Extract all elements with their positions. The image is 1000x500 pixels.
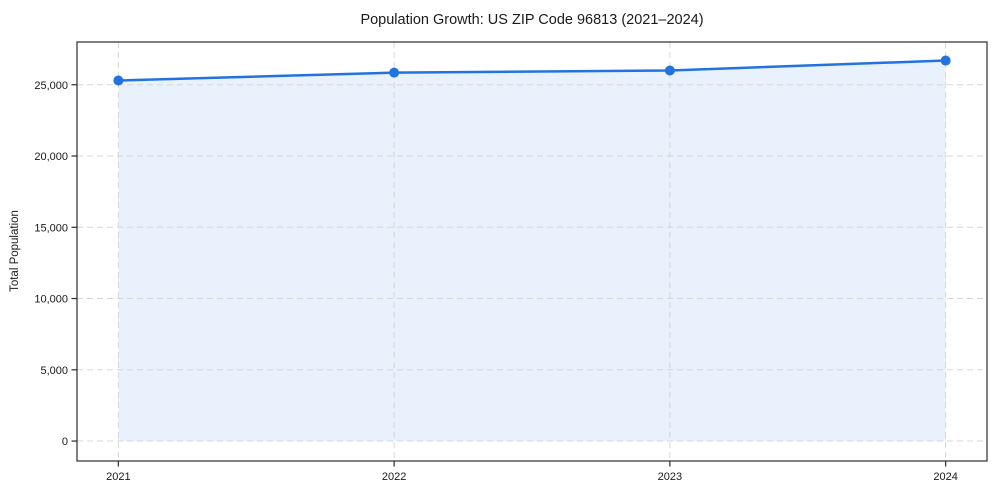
data-point-marker bbox=[113, 75, 124, 86]
axes-layer bbox=[71, 41, 988, 467]
tick-label-layer: 0 5,000 10,000 15,000 20,000 25,000 2021 2022 20… bbox=[34, 80, 958, 483]
chart-title: Population Growth: US ZIP Code 96813 (20… bbox=[360, 12, 703, 28]
y-tick-label: 15,000 bbox=[34, 222, 68, 234]
area-fill-layer bbox=[118, 60, 946, 442]
x-tick-label: 2022 bbox=[382, 471, 406, 483]
plot-border bbox=[76, 41, 988, 462]
y-tick-label: 5,000 bbox=[40, 365, 68, 377]
grid-layer bbox=[77, 42, 987, 461]
data-point-marker bbox=[389, 67, 400, 78]
data-point-marker bbox=[664, 65, 675, 76]
y-tick-label: 25,000 bbox=[34, 80, 68, 92]
data-point-marker bbox=[940, 55, 951, 66]
x-tick-label: 2023 bbox=[658, 471, 682, 483]
series-layer bbox=[113, 55, 951, 86]
y-tick-label: 0 bbox=[62, 436, 68, 448]
x-tick-label: 2024 bbox=[933, 471, 957, 483]
x-tick-label: 2021 bbox=[106, 471, 130, 483]
y-axis-label: Total Population bbox=[9, 210, 21, 292]
y-tick-label: 10,000 bbox=[34, 294, 68, 306]
series-line bbox=[117, 59, 947, 82]
y-tick-label: 20,000 bbox=[34, 151, 68, 163]
area-fill bbox=[118, 60, 946, 442]
